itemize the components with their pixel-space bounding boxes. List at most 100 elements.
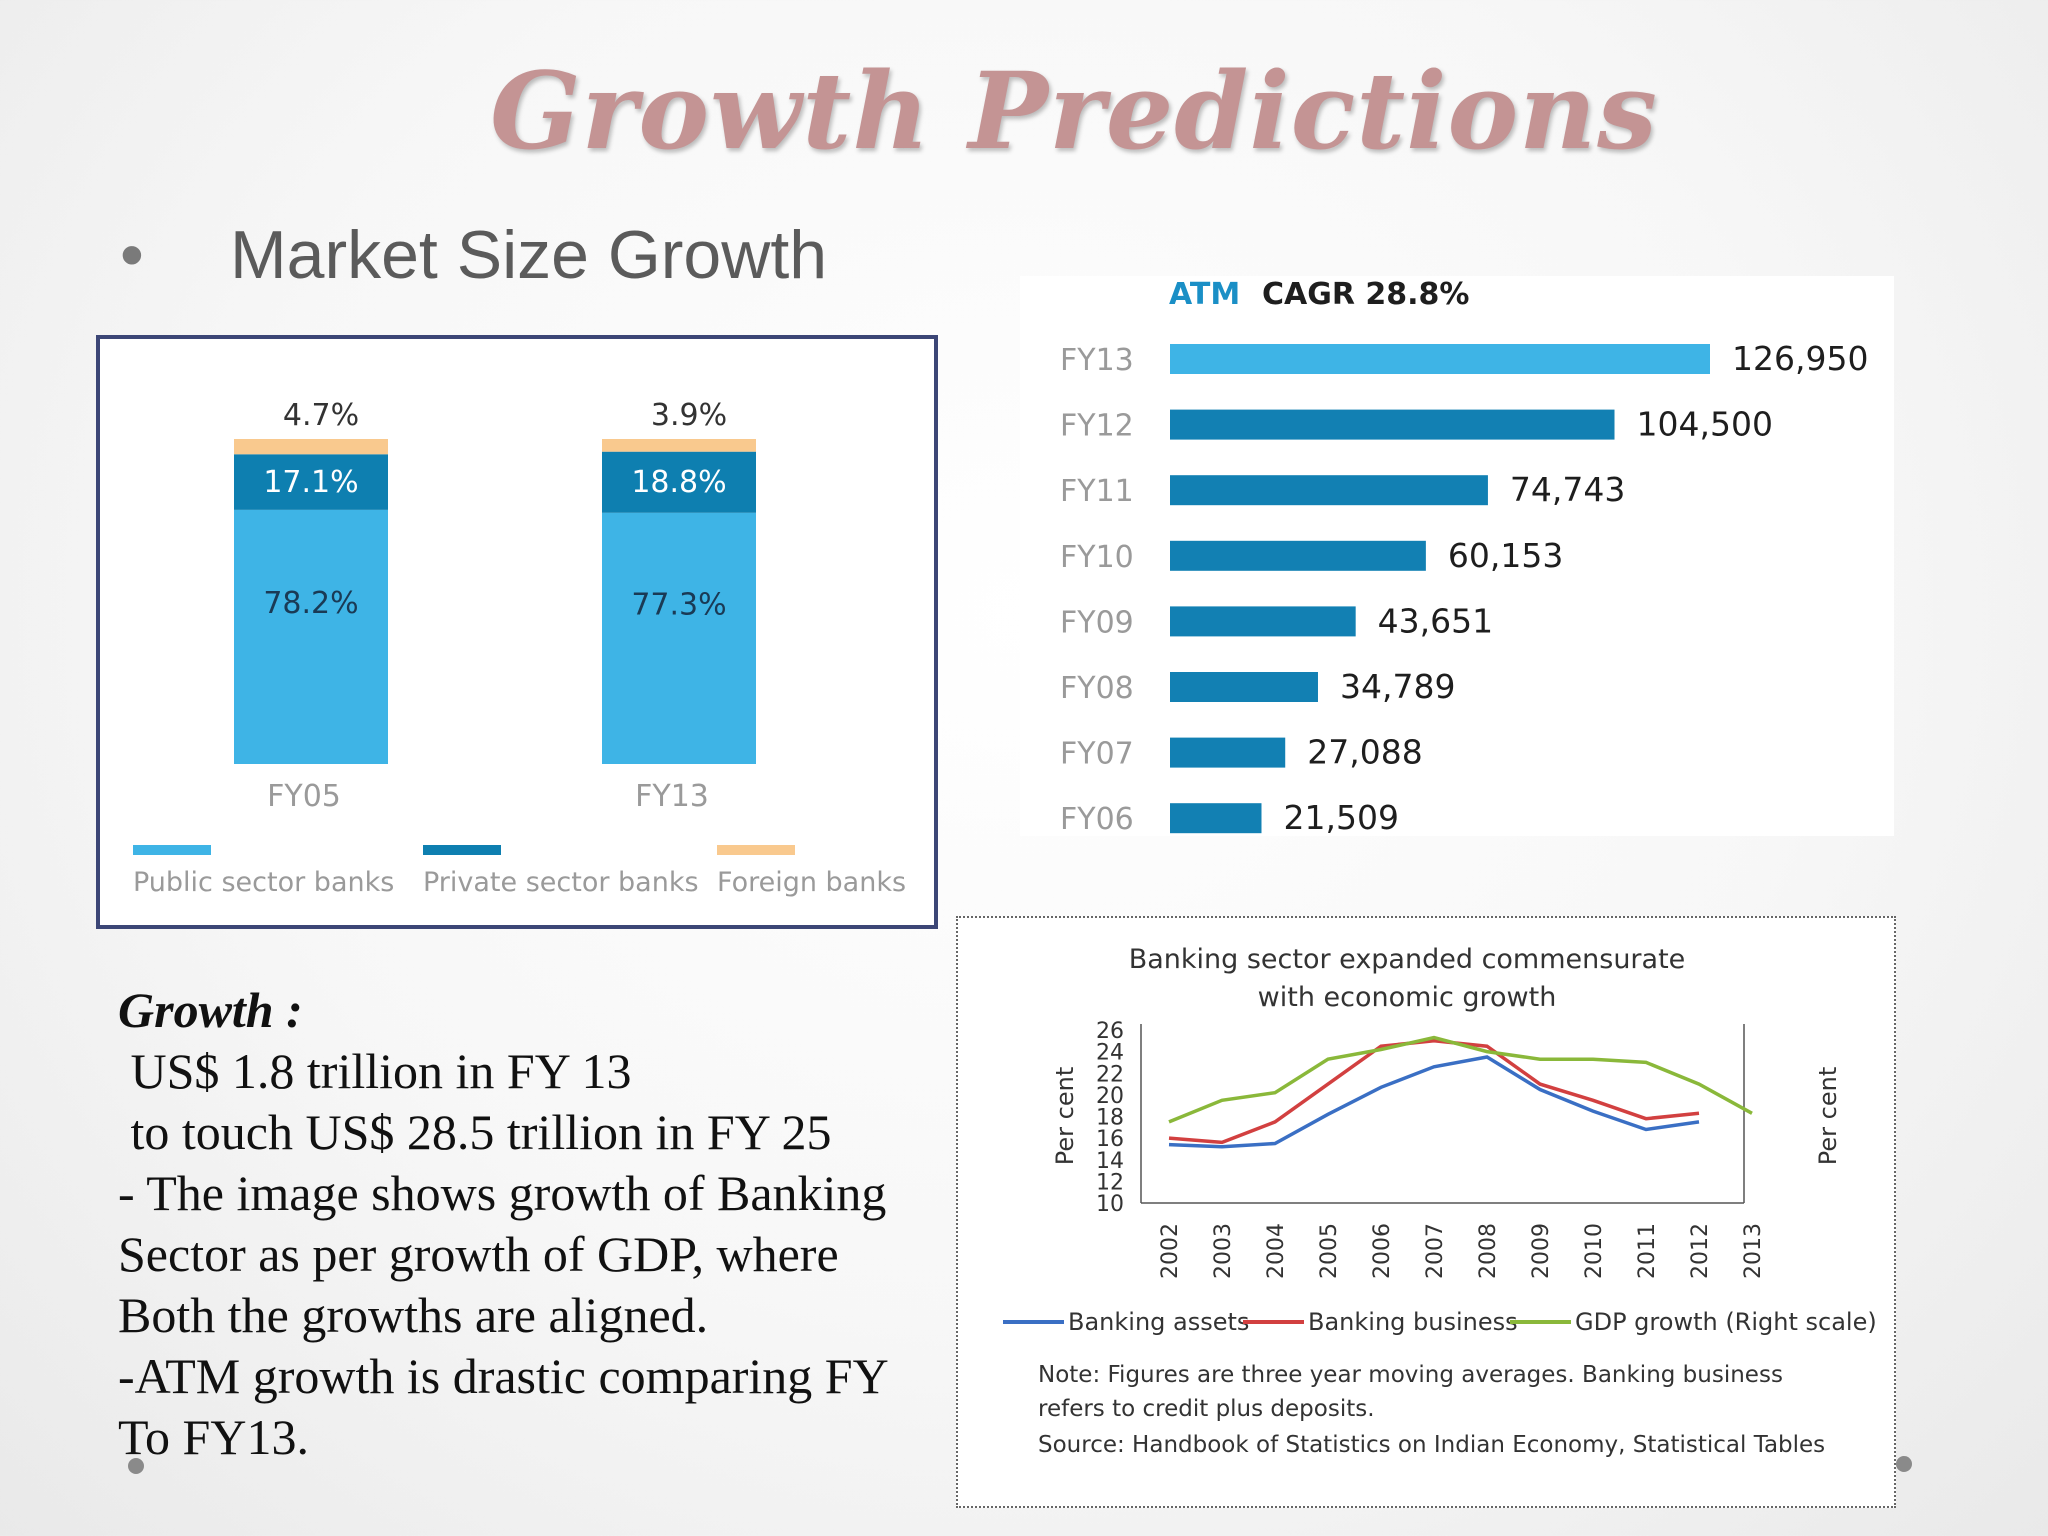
bar-segment bbox=[602, 451, 756, 513]
legend-swatch bbox=[717, 845, 795, 855]
data-label: 126,950 bbox=[1732, 339, 1868, 378]
y-tick-label: 16 bbox=[1096, 1127, 1124, 1152]
bar bbox=[1170, 672, 1318, 702]
bullet-text: Market Size Growth bbox=[230, 217, 828, 293]
data-label: 3.9% bbox=[651, 398, 727, 433]
data-label: 27,088 bbox=[1307, 733, 1422, 772]
bar-segment bbox=[602, 439, 756, 452]
x-tick-label: 2006 bbox=[1370, 1223, 1395, 1279]
x-tick-label: FY13 bbox=[635, 779, 709, 814]
y-tick-label: 12 bbox=[1096, 1170, 1124, 1195]
growth-line: -ATM growth is drastic comparing FY bbox=[118, 1348, 889, 1404]
chart-source: Source: Handbook of Statistics on Indian… bbox=[1038, 1432, 1825, 1458]
bar bbox=[1170, 475, 1488, 506]
series-line bbox=[1168, 1035, 1753, 1124]
y-tick-label: 14 bbox=[1096, 1149, 1124, 1174]
data-label: 43,651 bbox=[1378, 601, 1493, 640]
bar-segment bbox=[234, 454, 388, 510]
chart-note-line: Note: Figures are three year moving aver… bbox=[1038, 1362, 1783, 1388]
legend-swatch bbox=[133, 845, 211, 855]
y-axis-label-right: Per cent bbox=[1814, 1067, 1842, 1165]
growth-line: Sector as per growth of GDP, where bbox=[118, 1226, 839, 1282]
legend-label: GDP growth (Right scale) bbox=[1575, 1308, 1877, 1336]
series-line bbox=[1168, 1039, 1700, 1145]
data-label: 18.8% bbox=[631, 465, 726, 500]
y-tick-label: 10 bbox=[1096, 1192, 1124, 1217]
x-tick-label: 2002 bbox=[1158, 1223, 1183, 1279]
growth-lines: US$ 1.8 trillion in FY 13 to touch US$ 2… bbox=[118, 1041, 978, 1468]
slide-nav-dot-left[interactable] bbox=[128, 1458, 144, 1474]
x-tick-label: 2012 bbox=[1688, 1223, 1713, 1279]
x-tick-label: FY05 bbox=[267, 779, 341, 814]
chart-title-prefix: ATM bbox=[1169, 277, 1240, 312]
growth-heading: Growth : bbox=[118, 982, 303, 1038]
atm-chart-panel: ATM CAGR 28.8% FY13 126,950 FY12 104,500 FY11 7… bbox=[1020, 276, 1894, 837]
growth-line: US$ 1.8 trillion in FY 13 bbox=[118, 1043, 632, 1099]
bank-share-chart: 78.2% 17.1% 4.7% FY05 77.3% 18.8% 3.9% FY13 Publ… bbox=[133, 398, 906, 898]
y-axis-label: Per cent bbox=[1051, 1067, 1079, 1165]
y-tick-label: FY08 bbox=[1060, 671, 1134, 706]
data-label: 17.1% bbox=[263, 465, 358, 500]
data-label: 21,509 bbox=[1283, 798, 1398, 836]
data-label: 60,153 bbox=[1448, 536, 1563, 575]
legend-swatch bbox=[423, 845, 501, 855]
legend-label: Banking assets bbox=[1068, 1308, 1249, 1336]
slide-title: Growth Predictions bbox=[490, 48, 1658, 173]
x-tick-label: 2011 bbox=[1635, 1223, 1660, 1279]
y-tick-label: FY12 bbox=[1060, 409, 1134, 444]
y-tick-label: 26 bbox=[1096, 1019, 1124, 1044]
y-tick-label: FY10 bbox=[1060, 540, 1134, 575]
data-label: 4.7% bbox=[283, 398, 359, 433]
y-tick-label: FY06 bbox=[1060, 802, 1134, 836]
bar bbox=[1170, 737, 1286, 768]
legend-label: Public sector banks bbox=[133, 867, 394, 898]
data-label: 77.3% bbox=[631, 587, 726, 622]
y-tick-label: 22 bbox=[1096, 1062, 1124, 1087]
data-label: 34,789 bbox=[1340, 667, 1455, 706]
legend-label: Foreign banks bbox=[717, 867, 906, 898]
growth-line: To FY13. bbox=[118, 1409, 309, 1465]
y-tick-label: FY09 bbox=[1060, 605, 1134, 640]
bank-share-chart-panel: 78.2% 17.1% 4.7% FY05 77.3% 18.8% 3.9% FY13 Publ… bbox=[96, 335, 938, 929]
bullet-dot: • bbox=[120, 217, 144, 293]
chart-title: CAGR 28.8% bbox=[1262, 277, 1469, 312]
x-tick-label: 2005 bbox=[1317, 1223, 1342, 1279]
y-tick-label: FY07 bbox=[1060, 737, 1134, 772]
x-tick-label: 2013 bbox=[1741, 1223, 1766, 1279]
bar bbox=[1170, 803, 1262, 834]
x-tick-label: 2003 bbox=[1211, 1223, 1236, 1279]
bar bbox=[1170, 344, 1710, 374]
growth-text-block: Growth : US$ 1.8 trillion in FY 13 to to… bbox=[118, 980, 978, 1468]
growth-line: to touch US$ 28.5 trillion in FY 25 bbox=[118, 1104, 832, 1160]
y-tick-label: 24 bbox=[1096, 1041, 1124, 1066]
slide-nav-dot-right[interactable] bbox=[1896, 1456, 1912, 1472]
x-tick-label: 2008 bbox=[1476, 1223, 1501, 1279]
data-label: 104,500 bbox=[1637, 405, 1773, 444]
chart-note-line: refers to credit plus deposits. bbox=[1038, 1396, 1375, 1422]
x-tick-label: 2009 bbox=[1529, 1223, 1554, 1279]
series-line bbox=[1168, 1055, 1700, 1149]
bar-segment bbox=[234, 439, 388, 455]
bar-segment bbox=[234, 509, 388, 764]
x-tick-label: 2004 bbox=[1264, 1223, 1289, 1279]
chart-title-line: Banking sector expanded commensurate bbox=[1129, 944, 1686, 975]
x-tick-label: 2010 bbox=[1582, 1223, 1607, 1279]
legend-label: Private sector banks bbox=[423, 867, 699, 898]
y-tick-label: FY11 bbox=[1060, 474, 1134, 509]
y-tick-label: FY13 bbox=[1060, 343, 1134, 378]
banking-growth-chart-panel: Banking sector expanded commensurate with… bbox=[956, 916, 1896, 1508]
legend-label: Banking business bbox=[1308, 1308, 1518, 1336]
bullet-item: • Market Size Growth bbox=[120, 216, 827, 294]
bar bbox=[1170, 606, 1356, 637]
atm-chart: ATM CAGR 28.8% FY13 126,950 FY12 104,500 FY11 7… bbox=[1060, 277, 1868, 837]
x-tick-label: 2007 bbox=[1423, 1223, 1448, 1279]
bar-segment bbox=[602, 512, 756, 764]
growth-line: Both the growths are aligned. bbox=[118, 1287, 709, 1343]
bar bbox=[1170, 540, 1426, 571]
chart-title-line: with economic growth bbox=[1258, 982, 1557, 1013]
growth-line: - The image shows growth of Banking bbox=[118, 1165, 887, 1221]
y-tick-label: 20 bbox=[1096, 1084, 1124, 1109]
banking-growth-chart: Banking sector expanded commensurate with… bbox=[1003, 944, 1877, 1458]
data-label: 78.2% bbox=[263, 586, 358, 621]
data-label: 74,743 bbox=[1510, 470, 1625, 509]
